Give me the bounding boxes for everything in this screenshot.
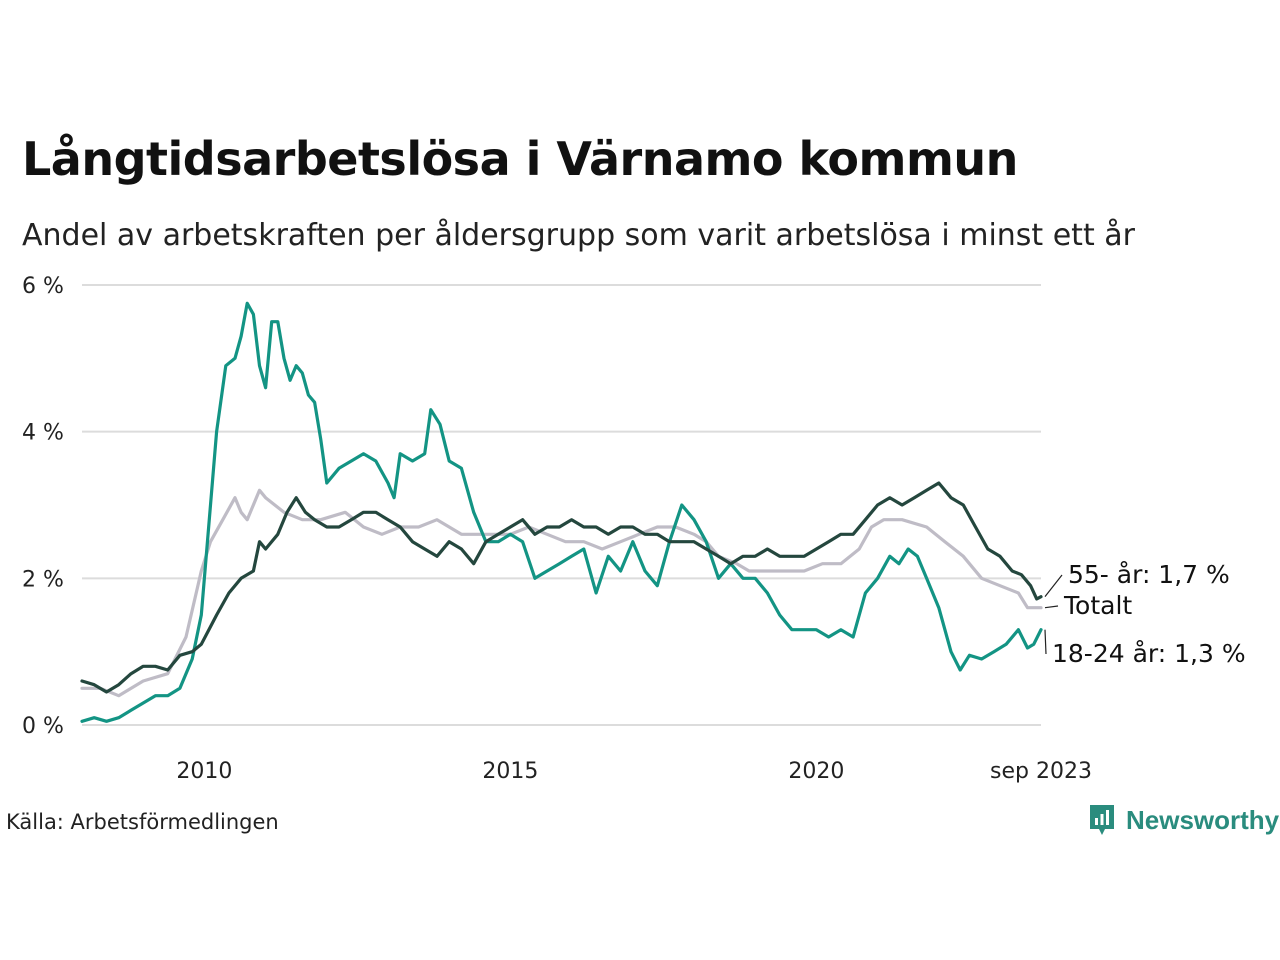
line-chart: 0 % 2 % 4 % 6 % 2010 2015 2020 sep 2023 Totalt 1… [22, 274, 1246, 784]
chart-subtitle: Andel av arbetskraften per åldersgrupp s… [22, 218, 1135, 253]
y-tick-label: 6 % [22, 274, 64, 299]
y-tick-label: 4 % [22, 421, 64, 446]
y-tick-label: 2 % [22, 567, 64, 592]
series-layer [80, 301, 1043, 723]
series-end-label: Totalt [1063, 591, 1132, 620]
y-tick-label: 0 % [22, 714, 64, 739]
x-tick-label: 2015 [482, 759, 538, 784]
series-leader-line [1044, 574, 1063, 598]
x-tick-label: sep 2023 [990, 759, 1092, 784]
source-note: Källa: Arbetsförmedlingen [6, 810, 279, 834]
newsworthy-logo-icon [1090, 805, 1114, 835]
label-layer: Totalt 18-24 år: 1,3 % 55- år: 1,7 % [1044, 560, 1246, 668]
x-tick-label: 2010 [176, 759, 232, 784]
series-leader-line [1044, 605, 1059, 609]
brand-name: Newsworthy [1126, 804, 1280, 835]
series-leader-line [1044, 629, 1047, 655]
series-line-1 [80, 488, 1043, 698]
series-end-label: 55- år: 1,7 % [1068, 560, 1230, 589]
series-line-2 [80, 301, 1043, 723]
series-line-3 [80, 481, 1043, 694]
x-tick-label: 2020 [788, 759, 844, 784]
brand-logo[interactable]: Newsworthy [1088, 802, 1279, 838]
chart-title: Långtidsarbetslösa i Värnamo kommun [22, 132, 1018, 186]
series-end-label: 18-24 år: 1,3 % [1052, 639, 1246, 668]
